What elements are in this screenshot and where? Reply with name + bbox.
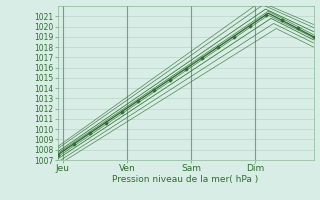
X-axis label: Pression niveau de la mer( hPa ): Pression niveau de la mer( hPa )	[112, 175, 259, 184]
